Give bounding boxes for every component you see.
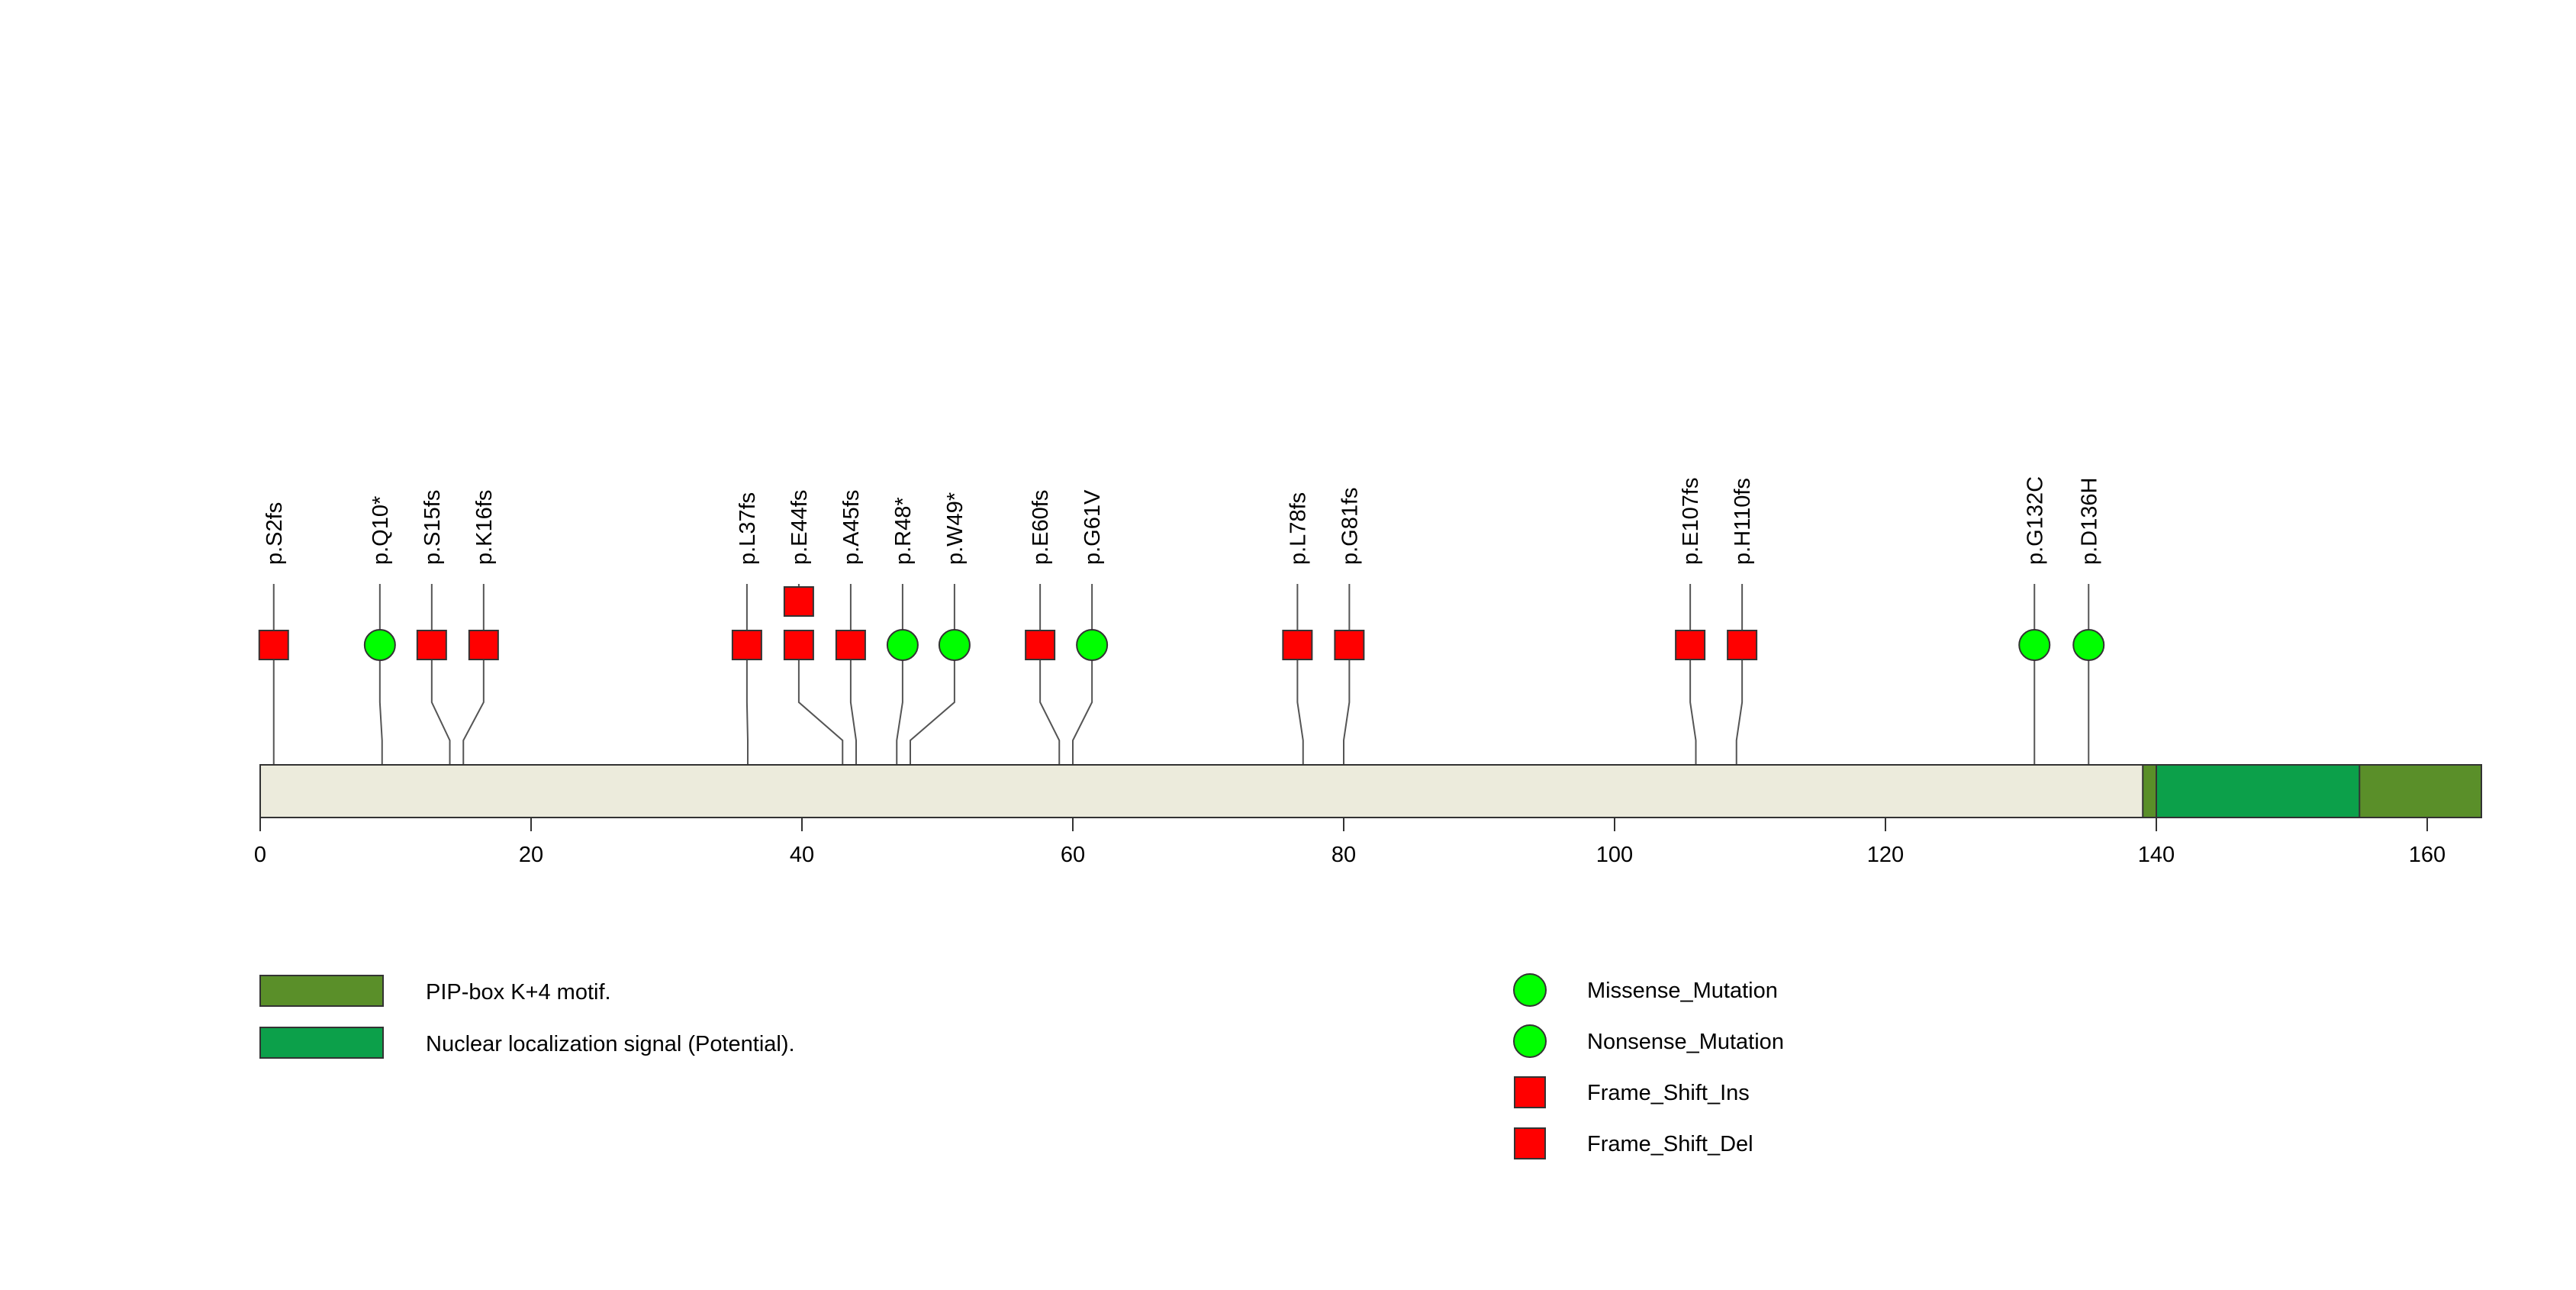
- mutation-label-p.G132C: p.G132C: [2023, 476, 2047, 565]
- marker-square-p.L78fs: [1282, 630, 1313, 660]
- marker-square-p.E107fs: [1675, 630, 1706, 660]
- mutation-label-p.W49*: p.W49*: [943, 492, 968, 565]
- x-tick-label-40: 40: [790, 843, 814, 867]
- x-tick-label-20: 20: [519, 843, 543, 867]
- x-tick-label-160: 160: [2409, 843, 2446, 867]
- x-tick-label-0: 0: [254, 843, 266, 867]
- marker-square-p.G81fs: [1334, 630, 1365, 660]
- mutation-label-p.Q10*: p.Q10*: [369, 496, 393, 565]
- legend-mutation-label-1: Nonsense_Mutation: [1587, 1030, 1784, 1054]
- mutation-label-p.E107fs: p.E107fs: [1679, 478, 1703, 565]
- mutation-label-p.E60fs: p.E60fs: [1029, 490, 1053, 565]
- legend-marker-2: [1514, 1076, 1546, 1108]
- legend-domain-label-1: Nuclear localization signal (Potential).: [426, 1032, 795, 1056]
- mutation-markers: [258, 586, 2105, 661]
- mutation-label-p.L37fs: p.L37fs: [736, 492, 760, 565]
- mutation-label-p.K16fs: p.K16fs: [472, 490, 497, 565]
- marker-circle-p.G132C: [2018, 629, 2051, 661]
- mutation-label-p.E44fs: p.E44fs: [787, 490, 812, 565]
- marker-circle-p.R48*: [886, 629, 919, 661]
- protein-bar: [259, 764, 2482, 818]
- mutation-labels: p.S2fs p.Q10* p.S15fs p.K16fs p.L37fs p.E44fs…: [262, 476, 2102, 565]
- marker-circle-p.W49*: [938, 629, 971, 661]
- mutation-label-p.H110fs: p.H110fs: [1731, 478, 1755, 565]
- marker-square-p.E60fs: [1025, 630, 1056, 660]
- x-tick-label-80: 80: [1331, 843, 1356, 867]
- legend-mutation-label-0: Missense_Mutation: [1587, 979, 1778, 1003]
- marker-square-p.S2fs: [258, 630, 289, 660]
- marker-square-p.A45fs: [835, 630, 866, 660]
- x-tick-label-140: 140: [2138, 843, 2175, 867]
- x-tick-label-60: 60: [1061, 843, 1085, 867]
- legend-domain-swatch-1: [259, 1027, 384, 1059]
- legend: PIP-box K+4 motif. Nuclear localization s…: [259, 973, 1784, 1159]
- marker-square-p.E44fs: [783, 630, 814, 660]
- mutation-label-p.A45fs: p.A45fs: [839, 490, 864, 565]
- marker-square-p.E44fs: [783, 586, 814, 617]
- legend-domain-label-0: PIP-box K+4 motif.: [426, 980, 611, 1005]
- marker-square-p.L37fs: [731, 630, 762, 660]
- x-tick-label-120: 120: [1867, 843, 1904, 867]
- marker-square-p.K16fs: [468, 630, 499, 660]
- mutation-label-p.L78fs: p.L78fs: [1286, 492, 1310, 565]
- legend-mutation-label-3: Frame_Shift_Del: [1587, 1132, 1753, 1156]
- marker-square-p.S15fs: [416, 630, 447, 660]
- legend-marker-1: [1513, 1024, 1547, 1058]
- x-axis: 0 20 40 60 80 100 120 140 160: [254, 817, 2446, 867]
- marker-circle-p.D136H: [2072, 629, 2105, 661]
- marker-square-p.H110fs: [1727, 630, 1758, 660]
- mutation-label-p.R48*: p.R48*: [891, 497, 916, 565]
- mutation-label-p.D136H: p.D136H: [2077, 478, 2101, 565]
- marker-circle-p.G61V: [1076, 629, 1109, 661]
- mutation-label-p.S15fs: p.S15fs: [420, 490, 445, 565]
- legend-mutation-label-2: Frame_Shift_Ins: [1587, 1081, 1750, 1105]
- mutation-label-p.G81fs: p.G81fs: [1338, 487, 1362, 565]
- protein-track: [259, 764, 2482, 818]
- marker-circle-p.Q10*: [363, 629, 396, 661]
- legend-domain-swatch-0: [259, 975, 384, 1007]
- mutation-label-p.S2fs: p.S2fs: [262, 502, 287, 565]
- mutation-label-p.G61V: p.G61V: [1080, 489, 1105, 565]
- x-tick-label-100: 100: [1596, 843, 1633, 867]
- legend-marker-0: [1513, 973, 1547, 1007]
- legend-marker-3: [1514, 1127, 1546, 1159]
- domain-1: [2156, 764, 2361, 818]
